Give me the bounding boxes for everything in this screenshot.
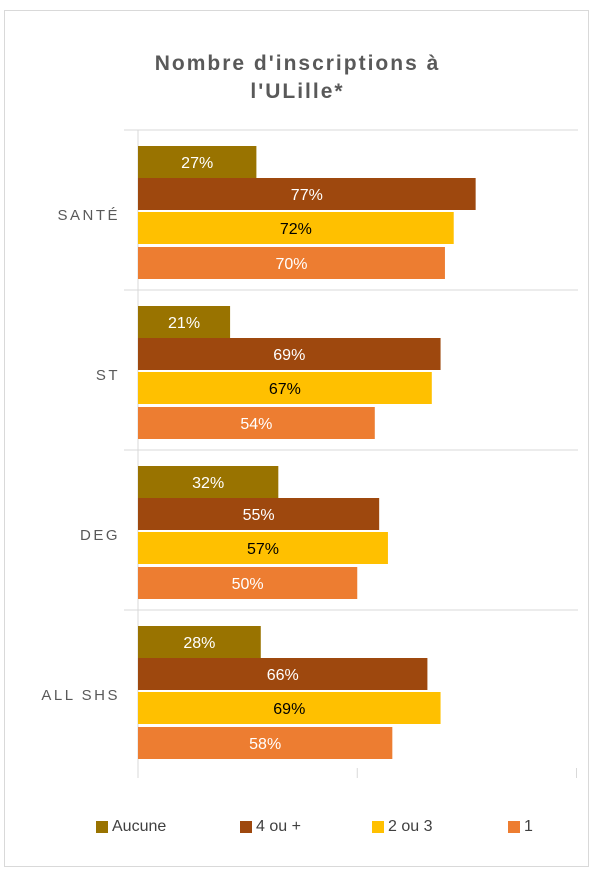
data-label: 54% xyxy=(240,416,272,433)
legend-label: 2 ou 3 xyxy=(388,818,433,835)
category-label: DEG xyxy=(80,527,120,544)
data-label: 57% xyxy=(247,541,279,558)
chart-title-line-1: Nombre d'inscriptions à xyxy=(154,52,441,75)
data-label: 55% xyxy=(243,507,275,524)
legend-swatch xyxy=(240,821,252,833)
legend-swatch xyxy=(508,821,520,833)
legend-label: 1 xyxy=(524,818,533,835)
data-label: 77% xyxy=(291,187,323,204)
data-label: 66% xyxy=(267,667,299,684)
data-label: 32% xyxy=(192,475,224,492)
chart-legend: Aucune 4 ou + 2 ou 3 1 xyxy=(0,818,595,844)
chart-title-line-2: l'ULille* xyxy=(250,80,345,103)
data-label: 58% xyxy=(249,736,281,753)
legend-item: 2 ou 3 xyxy=(372,818,432,836)
data-label: 69% xyxy=(273,701,305,718)
data-label: 67% xyxy=(269,381,301,398)
data-label: 69% xyxy=(273,347,305,364)
data-label: 50% xyxy=(232,576,264,593)
category-label: ALL SHS xyxy=(41,687,120,704)
bar xyxy=(138,658,428,690)
chart-title: Nombre d'inscriptions à l'ULille* xyxy=(0,50,595,106)
data-label: 27% xyxy=(181,155,213,172)
bar xyxy=(138,146,257,178)
legend-label: Aucune xyxy=(112,818,167,835)
bar xyxy=(138,567,358,599)
legend-swatch xyxy=(96,821,108,833)
bar xyxy=(138,306,231,338)
bar xyxy=(138,498,380,530)
bar xyxy=(138,212,454,244)
legend-item: 4 ou + xyxy=(240,818,301,836)
bar xyxy=(138,466,279,498)
data-label: 21% xyxy=(168,315,200,332)
legend-label: 4 ou + xyxy=(256,818,301,835)
legend-item: 1 xyxy=(508,818,533,836)
bar xyxy=(138,407,375,439)
category-label: SANTÉ xyxy=(57,207,120,224)
legend-item: Aucune xyxy=(96,818,166,836)
legend-swatch xyxy=(372,821,384,833)
category-label: ST xyxy=(96,367,120,384)
data-label: 72% xyxy=(280,221,312,238)
bar xyxy=(138,247,445,279)
bar xyxy=(138,532,388,564)
bar xyxy=(138,338,441,370)
bar xyxy=(138,178,476,210)
bar xyxy=(138,626,261,658)
data-label: 70% xyxy=(275,256,307,273)
bar xyxy=(138,372,432,404)
data-label: 28% xyxy=(183,635,215,652)
bar xyxy=(138,727,393,759)
bar xyxy=(138,692,441,724)
